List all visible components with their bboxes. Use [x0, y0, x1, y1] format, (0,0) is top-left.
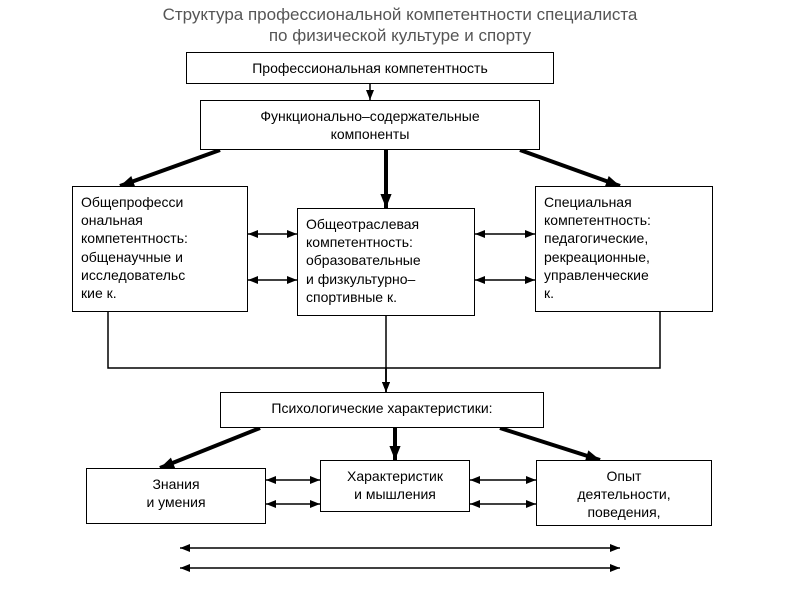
- title-line-2: по физической культуре и спорту: [269, 26, 531, 45]
- node-n4: Общеотраслеваякомпетентность:образовател…: [297, 208, 475, 316]
- node-n7: Знанияи умения: [86, 468, 266, 524]
- node-n9: Опытдеятельности,поведения,: [536, 460, 712, 526]
- title-line-1: Структура профессиональной компетентност…: [163, 5, 638, 24]
- node-n8: Характеристики мышления: [320, 460, 470, 512]
- node-n1: Профессиональная компетентность: [186, 52, 554, 84]
- node-n2: Функционально–содержательныекомпоненты: [200, 100, 540, 150]
- node-n5: Специальнаякомпетентность:педагогические…: [535, 186, 713, 312]
- node-n6: Психологические характеристики:: [220, 392, 544, 428]
- diagram-title: Структура профессиональной компетентност…: [0, 4, 800, 47]
- node-n3: Общепрофессиональнаякомпетентность:общен…: [72, 186, 248, 312]
